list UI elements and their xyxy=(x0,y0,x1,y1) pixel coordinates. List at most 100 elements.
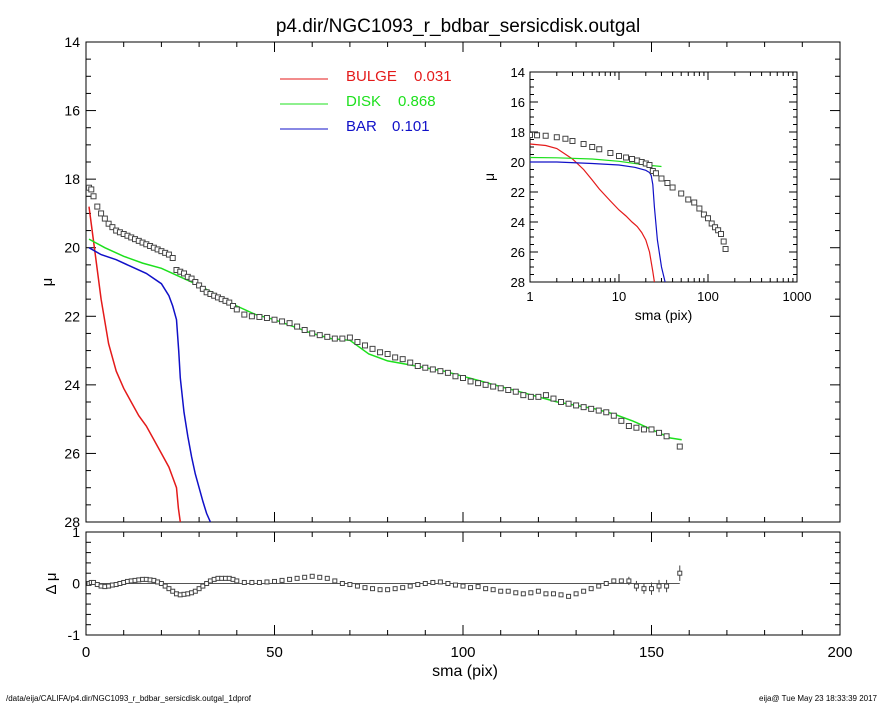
inset-data-point xyxy=(652,170,659,177)
legend-label-disk: DISK xyxy=(346,93,381,110)
residual-point xyxy=(550,591,556,597)
data-point xyxy=(279,318,286,325)
data-point xyxy=(550,395,557,402)
data-point xyxy=(286,320,293,327)
residual-point xyxy=(332,578,338,584)
data-point xyxy=(101,215,108,222)
data-point xyxy=(429,366,436,373)
data-point xyxy=(497,385,504,392)
legend-value-disk: 0.868 xyxy=(398,93,436,110)
residual-point xyxy=(170,588,176,594)
inset-y-axis-label: μ xyxy=(481,173,497,181)
data-point xyxy=(271,316,278,323)
inset-x-tick-label: 100 xyxy=(697,289,719,304)
residual-point xyxy=(649,586,654,592)
inset-data-point xyxy=(607,150,614,156)
residual-point xyxy=(513,590,519,596)
residual-point xyxy=(385,587,391,593)
data-point xyxy=(165,251,172,258)
inset-data-point xyxy=(722,246,729,252)
inset-data-point xyxy=(700,211,707,218)
residual-y-tick-label: 0 xyxy=(72,576,80,592)
residual-point xyxy=(535,588,541,594)
data-point xyxy=(346,334,353,341)
chart-title: p4.dir/NGC1093_r_bdbar_sersicdisk.outgal xyxy=(276,16,640,37)
data-point xyxy=(656,429,663,436)
residual-point xyxy=(490,587,496,593)
inset-x-tick-label: 1 xyxy=(526,289,533,304)
data-point xyxy=(98,210,105,217)
data-point xyxy=(316,332,323,339)
y-tick-label: 14 xyxy=(64,34,80,50)
data-point xyxy=(339,335,346,342)
data-point xyxy=(542,392,549,399)
data-point xyxy=(181,270,188,277)
data-point xyxy=(309,330,316,337)
y-tick-label: 16 xyxy=(64,103,80,119)
residual-point xyxy=(437,579,443,585)
residual-point xyxy=(256,579,262,585)
residual-point xyxy=(445,581,451,586)
inset-data-point xyxy=(580,141,587,147)
data-point xyxy=(603,409,610,416)
inset-data-point xyxy=(669,184,676,191)
inset-y-tick-label: 28 xyxy=(511,275,525,290)
data-point xyxy=(361,342,368,349)
data-point xyxy=(437,368,444,375)
inset-data-point xyxy=(685,196,692,203)
data-point xyxy=(196,282,203,289)
residual-point xyxy=(287,576,293,582)
residual-point xyxy=(588,586,594,592)
residual-point xyxy=(452,582,458,588)
inset-data-point xyxy=(623,154,630,161)
inset-x-tick-label: 10 xyxy=(612,289,626,304)
data-markers xyxy=(86,184,683,450)
footer-timestamp: eija@ Tue May 23 18:33:39 2017 xyxy=(759,694,877,703)
data-point xyxy=(226,299,233,306)
y-tick-label: 20 xyxy=(64,240,80,256)
residual-point xyxy=(279,577,285,583)
data-point xyxy=(199,285,206,292)
residual-point xyxy=(347,582,353,588)
data-point xyxy=(109,224,116,231)
residual-point xyxy=(192,588,198,594)
legend-value-bulge: 0.031 xyxy=(414,68,452,85)
residual-point xyxy=(162,583,168,589)
residual-point xyxy=(528,590,534,596)
legend-value-bar: 0.101 xyxy=(392,118,430,135)
data-point xyxy=(580,404,587,411)
data-point xyxy=(241,311,248,318)
data-point xyxy=(230,303,237,309)
inset-data-point xyxy=(718,231,725,237)
data-point xyxy=(640,426,647,433)
residual-point xyxy=(664,583,670,589)
residual-point xyxy=(611,578,617,584)
residual-point xyxy=(581,588,587,594)
residual-point xyxy=(596,583,602,589)
residual-point xyxy=(430,579,436,585)
residual-point xyxy=(294,575,300,581)
legend-label-bulge: BULGE xyxy=(346,68,397,85)
residual-point xyxy=(272,578,277,584)
x-tick-label: 50 xyxy=(266,644,283,661)
data-point xyxy=(422,364,429,371)
legend-label-bar: BAR xyxy=(346,118,377,135)
data-point xyxy=(369,345,376,352)
data-point xyxy=(490,383,497,390)
inset-data-point xyxy=(589,144,596,150)
y-tick-label: 28 xyxy=(64,514,80,530)
data-point xyxy=(595,407,602,414)
residual-point xyxy=(377,587,383,593)
residual-point xyxy=(633,583,639,589)
inset-y-tick-label: 16 xyxy=(511,95,525,110)
data-point xyxy=(444,369,451,376)
data-point xyxy=(512,388,519,395)
data-point xyxy=(505,387,512,393)
data-point xyxy=(535,393,542,400)
data-point xyxy=(588,405,595,412)
residual-point xyxy=(566,593,572,599)
bar-model-line xyxy=(88,247,212,522)
data-point xyxy=(233,306,240,313)
footer-filepath: /data/eija/CALIFA/p4.dir/NGC1093_r_bdbar… xyxy=(6,694,252,703)
